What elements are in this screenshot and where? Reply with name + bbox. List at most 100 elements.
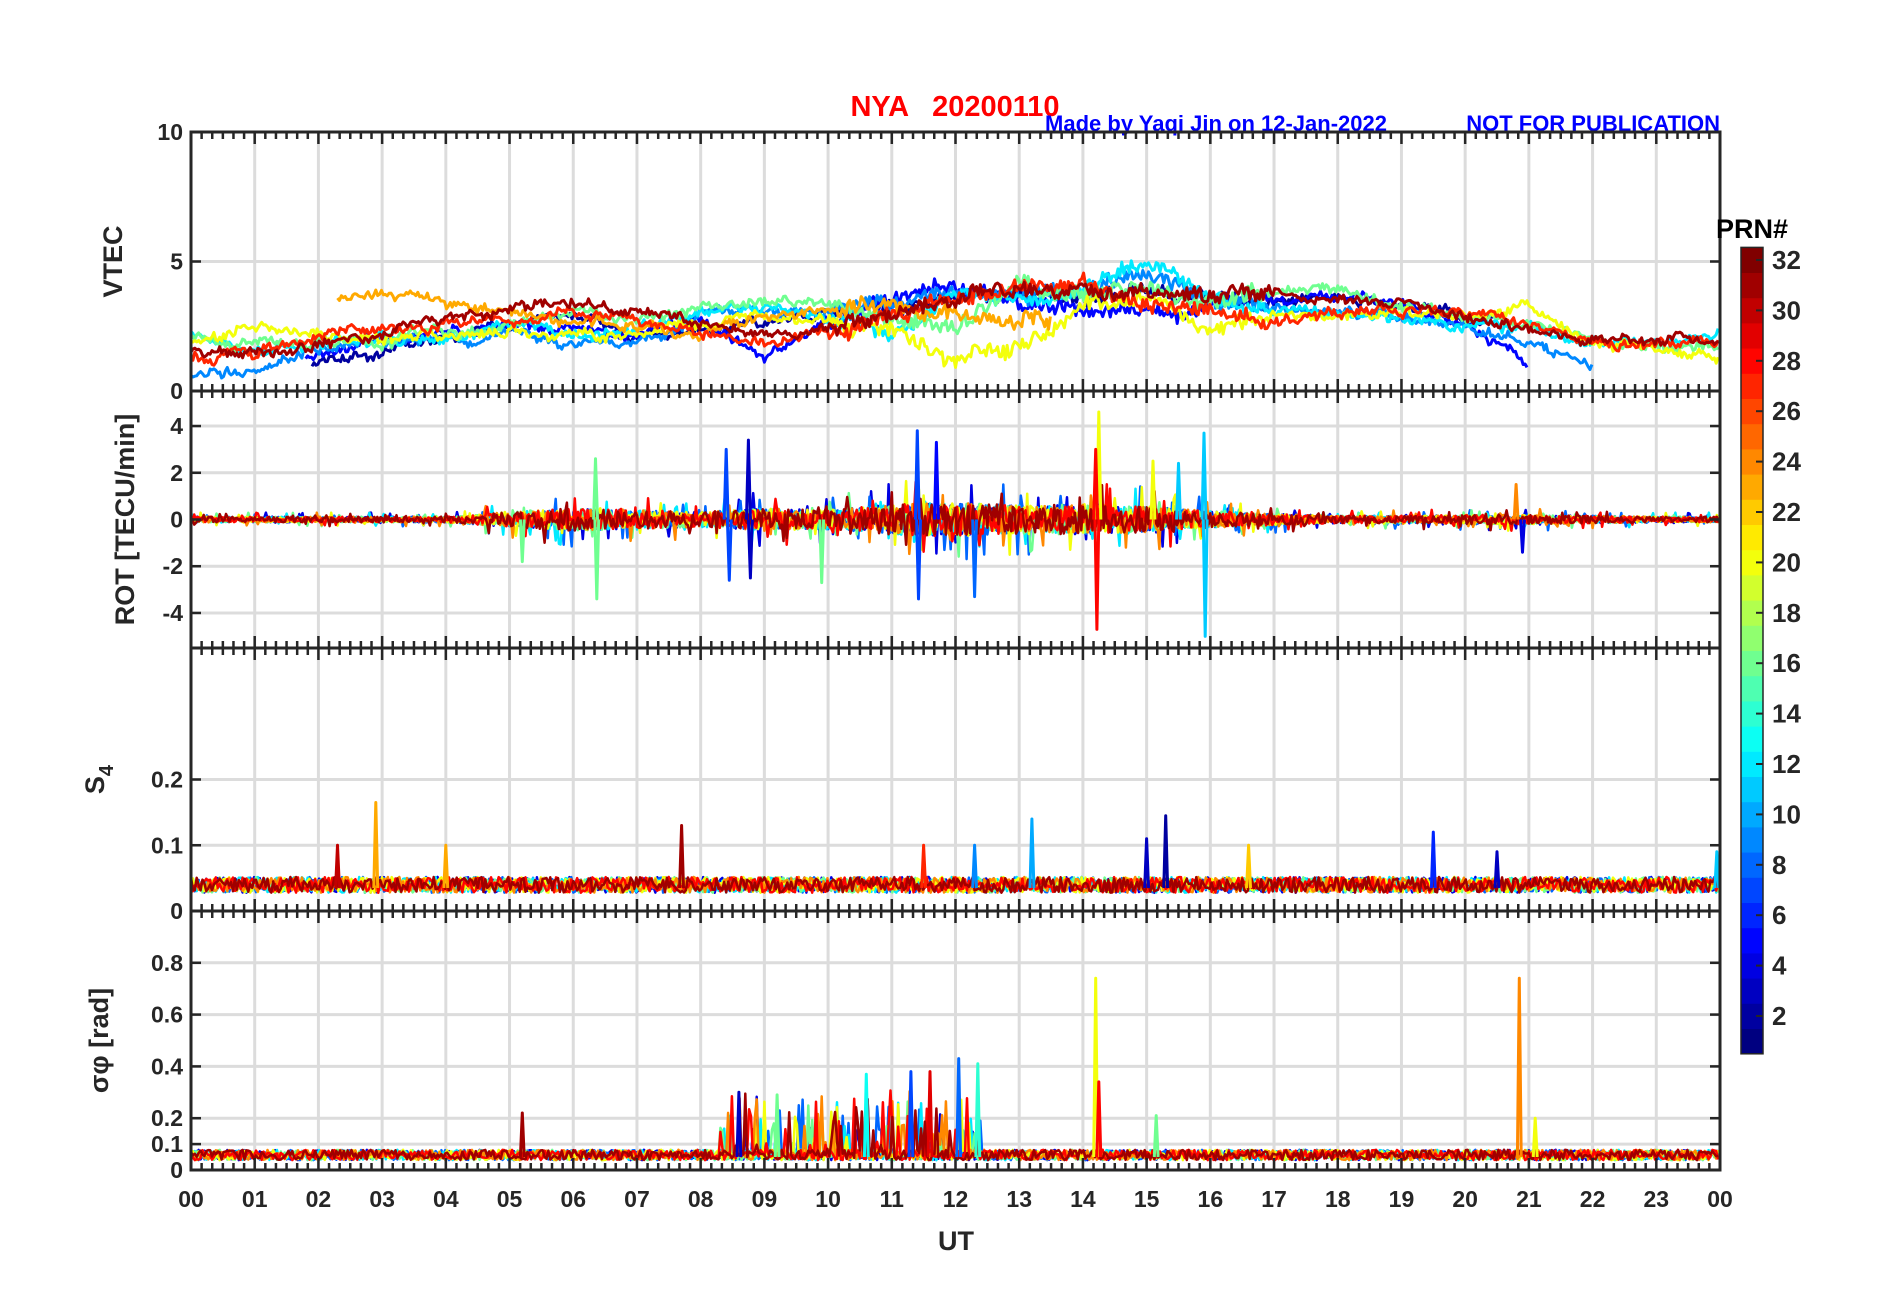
- x-tick-label: 19: [1389, 1186, 1415, 1212]
- series-line-prn31: [678, 824, 685, 889]
- series-line-prn11: [1200, 431, 1208, 520]
- colorbar-band-20: [1741, 549, 1763, 576]
- series-line-prn3: [1493, 850, 1501, 889]
- series-line-prn23: [372, 801, 380, 889]
- series-line-prn28: [1095, 1080, 1103, 1158]
- colorbar-band-12: [1741, 751, 1763, 777]
- series-line-prn7: [915, 519, 922, 601]
- colorbar-tick-label: 32: [1772, 245, 1801, 275]
- colorbar-band-22: [1741, 499, 1763, 525]
- series-line-prn20: [1149, 459, 1157, 520]
- panel-sigma_phi: 00.10.2 0.4 0.6 0.8 σφ [rad]: [84, 909, 1722, 1183]
- colorbar-tick-label: 12: [1772, 749, 1801, 779]
- series-line-prn16: [592, 457, 599, 520]
- colorbar-band-26: [1741, 398, 1763, 425]
- x-tick-label: 00: [178, 1186, 204, 1212]
- series-line-prn3: [746, 519, 754, 580]
- series-line-prn24: [1515, 976, 1523, 1158]
- series-line-prn6: [1429, 830, 1437, 889]
- colorbar-band-17: [1741, 625, 1763, 651]
- series-line-prn31: [191, 280, 1719, 360]
- series-line-prn30: [334, 843, 341, 889]
- series-line-prn28: [1093, 519, 1101, 631]
- series-line-prn31: [518, 1111, 526, 1158]
- colorbar-band-9: [1741, 827, 1763, 853]
- series-line-prn16: [518, 519, 526, 564]
- x-tick-label: 13: [1006, 1186, 1032, 1212]
- series-line-prn23: [442, 843, 450, 889]
- colorbar-label: PRN#: [1716, 214, 1788, 244]
- data-series: [191, 976, 1720, 1162]
- y-tick-label: -4: [163, 600, 184, 626]
- series-line-prn7: [907, 1070, 915, 1158]
- x-tick-label: 08: [688, 1186, 714, 1212]
- colorbar-band-2: [1741, 1003, 1763, 1029]
- y-tick-label: 4: [170, 413, 183, 439]
- colorbar-tick-label: 16: [1772, 648, 1801, 678]
- series-line-prn31: [191, 875, 1720, 894]
- series-line-prn23: [336, 288, 1052, 342]
- colorbar-band-30: [1741, 297, 1763, 324]
- colorbar-band-21: [1741, 524, 1763, 551]
- y-tick-label: 0.2: [151, 767, 183, 793]
- series-line-prn22: [1245, 843, 1252, 889]
- series-line-prn16: [1152, 1114, 1160, 1158]
- colorbar-tick-label: 28: [1772, 346, 1801, 376]
- series-line-prn2: [1162, 814, 1170, 889]
- colorbar-tick-label: 26: [1772, 396, 1801, 426]
- x-tick-label: 20: [1452, 1186, 1478, 1212]
- y-tick-label: 0: [170, 898, 183, 924]
- series-line-prn8: [971, 519, 978, 599]
- colorbar-tick-label: 10: [1772, 799, 1801, 829]
- series-line-prn31: [191, 1092, 1719, 1162]
- series-line-prn5: [933, 440, 940, 520]
- series-line-prn16: [773, 1093, 781, 1158]
- colorbar-band-11: [1741, 776, 1763, 803]
- y-axis-label-rot: ROT [TECU/min]: [110, 414, 140, 625]
- colorbar-tick-label: 14: [1772, 699, 1801, 729]
- y-axis-label-vtec: VTEC: [98, 225, 128, 297]
- colorbar-band-31: [1741, 272, 1763, 299]
- y-axis-label-sigma_phi: σφ [rad]: [84, 988, 114, 1093]
- colorbar-tick-label: 24: [1772, 447, 1801, 477]
- colorbar-band-7: [1741, 877, 1763, 903]
- series-line-prn9: [971, 843, 978, 889]
- series-line-prn27: [920, 843, 928, 889]
- y-tick-label: -2: [163, 553, 183, 579]
- y-tick-label: 10: [157, 119, 183, 145]
- colorbar-band-32: [1741, 247, 1763, 273]
- x-tick-label: 18: [1325, 1186, 1351, 1212]
- x-axis-label: UT: [938, 1226, 974, 1256]
- chart-title: NYA 20200110: [850, 91, 1059, 123]
- series-line-prn14: [974, 1062, 982, 1158]
- series-line-prn11: [1713, 850, 1720, 889]
- panel-s4: 0 0.1 0.2 S4: [80, 646, 1722, 924]
- x-tick-label: 06: [560, 1186, 586, 1212]
- series-line-prn13: [862, 1072, 870, 1158]
- series-line-prn16: [593, 519, 601, 601]
- y-tick-label: 0.1: [151, 832, 183, 858]
- x-tick-label: 09: [752, 1186, 778, 1212]
- colorbar-band-23: [1741, 474, 1763, 500]
- colorbar-band-28: [1741, 348, 1763, 374]
- series-line-prn4: [1519, 519, 1526, 554]
- colorbar-band-5: [1741, 927, 1763, 954]
- colorbar-band-16: [1741, 650, 1763, 677]
- series-line-prn20: [1531, 1116, 1539, 1158]
- x-tick-label: 12: [943, 1186, 969, 1212]
- x-tick-label: 16: [1198, 1186, 1224, 1212]
- y-tick-label: 5: [170, 249, 183, 275]
- colorbar-band-4: [1741, 953, 1763, 979]
- colorbar-band-1: [1741, 1028, 1763, 1055]
- colorbar-band-18: [1741, 600, 1763, 626]
- colorbar-frame: [1740, 246, 1764, 1055]
- x-tick-label: 23: [1643, 1186, 1669, 1212]
- x-tick-label: 11: [880, 1186, 905, 1212]
- colorbar-tick-label: 6: [1772, 900, 1786, 930]
- y-label-main: S: [80, 776, 110, 794]
- panel-vtec: 0 5 10 VTEC: [98, 119, 1722, 404]
- y-tick-label: 0.4: [151, 1053, 183, 1079]
- colorbar-band-3: [1741, 978, 1763, 1004]
- x-tick-label: 10: [815, 1186, 841, 1212]
